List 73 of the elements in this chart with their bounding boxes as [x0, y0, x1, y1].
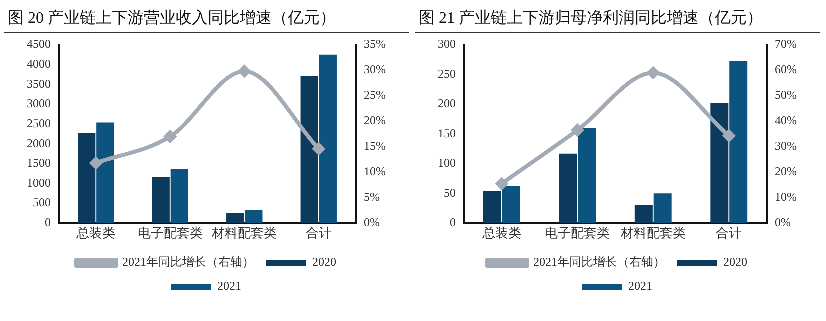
y2-tick-label: 60% [775, 62, 798, 77]
y2-tick-label: 70% [775, 37, 798, 52]
point [496, 178, 508, 190]
x-tick-label: 电子配套类 [545, 226, 610, 241]
y2-tick-label: 20% [364, 114, 386, 128]
y2-tick-label: 35% [364, 37, 386, 52]
bar [96, 122, 114, 224]
bar [634, 204, 653, 224]
y2-tick-label: 50% [775, 88, 798, 102]
bar [152, 177, 170, 224]
bar [502, 186, 520, 224]
y-tick-label: 1500 [27, 156, 51, 170]
y2-tick-label: 15% [364, 139, 386, 154]
y-tick-label: 3000 [27, 96, 51, 111]
bar [226, 213, 244, 224]
bar [559, 154, 578, 224]
y-tick-label: 1000 [27, 176, 51, 190]
y-tick-label: 4500 [27, 37, 51, 52]
y-tick-label: 4000 [27, 56, 51, 71]
point [572, 124, 584, 136]
bar [483, 191, 502, 224]
bar [654, 194, 672, 224]
x-tick-label: 合计 [306, 226, 332, 241]
x-tick-label: 材料配套类 [620, 226, 686, 241]
y-tick-label: 2000 [27, 136, 51, 150]
bar [170, 169, 188, 224]
y-tick-label: 150 [438, 126, 456, 140]
bar [730, 61, 748, 224]
legend-label: 2020 [724, 255, 748, 270]
y-tick-label: 3500 [27, 76, 51, 91]
chart-title: 图 20 产业链上下游营业收入同比增速（亿元） [4, 4, 409, 33]
x-tick-label: 材料配套类 [211, 226, 278, 241]
point [647, 67, 660, 80]
y2-tick-label: 25% [364, 88, 386, 102]
point [238, 66, 251, 78]
x-tick-label: 合计 [716, 226, 742, 241]
bar [245, 210, 263, 224]
legend-label: 2021 [628, 279, 652, 294]
y2-tick-label: 30% [775, 139, 798, 154]
chart-title: 图 21 产业链上下游归母净利润同比增速（亿元） [415, 4, 820, 33]
bar [300, 76, 318, 224]
y2-tick-label: 0% [775, 216, 792, 230]
y2-tick-label: 10% [364, 164, 386, 179]
x-tick-label: 总装类 [481, 226, 522, 241]
y2-tick-label: 40% [775, 114, 798, 128]
y2-tick-label: 10% [775, 190, 798, 204]
legend-label: 2021年同比增长（右轴） [534, 255, 666, 270]
y-tick-label: 300 [438, 37, 456, 52]
y-tick-label: 0 [450, 216, 456, 230]
bar [710, 103, 729, 224]
bar [78, 133, 96, 224]
point [312, 142, 325, 155]
y-tick-label: 250 [438, 66, 456, 81]
y-tick-label: 100 [438, 156, 456, 170]
x-tick-label: 总装类 [76, 226, 116, 241]
x-tick-label: 电子配套类 [138, 226, 203, 241]
y2-tick-label: 0% [364, 216, 380, 230]
bar [319, 54, 337, 224]
y-tick-label: 0 [45, 216, 51, 230]
point [723, 130, 736, 142]
bar [578, 128, 596, 224]
y2-tick-label: 20% [775, 164, 798, 179]
legend-label: 2021 [218, 279, 242, 294]
point [90, 157, 102, 170]
y-tick-label: 200 [438, 96, 456, 111]
y2-tick-label: 30% [364, 62, 386, 77]
y-tick-label: 50 [444, 186, 456, 200]
y-tick-label: 2500 [27, 116, 51, 130]
y-tick-label: 500 [33, 196, 51, 210]
point [164, 130, 176, 143]
y2-tick-label: 5% [364, 190, 380, 204]
legend-label: 2020 [312, 255, 336, 270]
legend-label: 2021年同比增长（右轴） [122, 255, 254, 270]
